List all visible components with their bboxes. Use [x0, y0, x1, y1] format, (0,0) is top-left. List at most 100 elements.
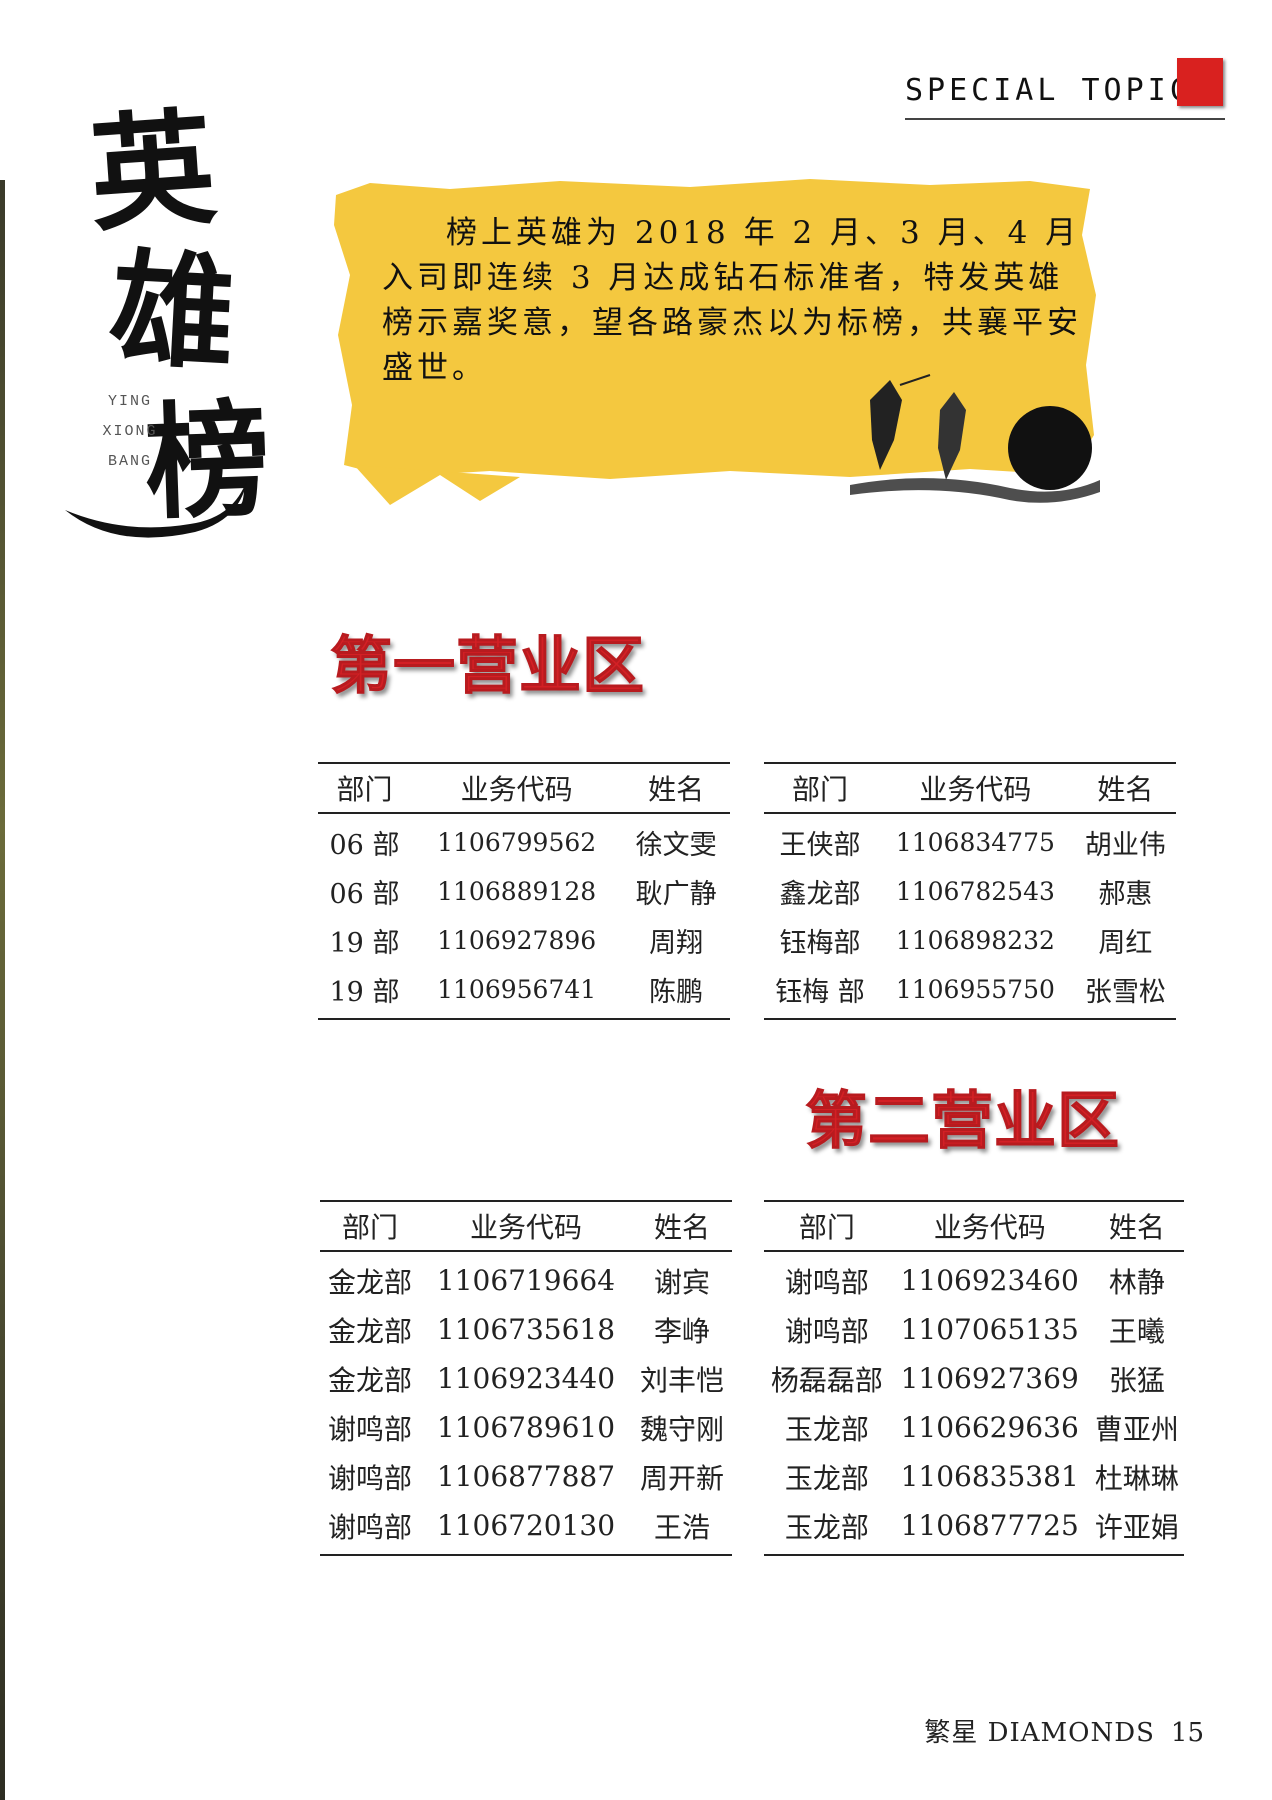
table-row: 谢鸣部 1106923460 林静 — [764, 1251, 1184, 1305]
name-cell: 周开新 — [639, 1461, 724, 1495]
name-cell: 曹亚州 — [1094, 1412, 1179, 1446]
calligraphy-title: 英 雄 榜 YING XIONG BANG — [55, 95, 295, 550]
red-square-icon — [1177, 58, 1223, 106]
code-cell: 1106955750 — [875, 965, 1075, 1020]
table-row: 19 部 1106956741 陈鹏 — [318, 965, 730, 1020]
dept-cell: 金龙部 — [327, 1265, 412, 1299]
yellow-brush-background — [334, 179, 1096, 505]
dept-cell: 王侠部 — [779, 830, 861, 861]
column-header: 业务代码 — [419, 1200, 632, 1252]
name-cell: 周红 — [1098, 928, 1153, 959]
magazine-brand: 繁星 DIAMONDS — [924, 1718, 1155, 1748]
table-header-row: 部门 业务代码 姓名 — [764, 762, 1176, 814]
page-footer: 繁星 DIAMONDS 15 — [924, 1712, 1204, 1749]
name-cell: 徐文雯 — [635, 830, 717, 861]
code-cell: 1106877887 — [436, 1460, 616, 1493]
table-row: 06 部 1106799562 徐文雯 — [318, 813, 730, 867]
dept-cell: 鑫龙部 — [779, 879, 861, 910]
intro-banner: 榜上英雄为 2018 年 2 月、3 月、4 月入司即连续 3 月达成钻石标准者… — [330, 175, 1100, 515]
zone-title: 第一营业区 — [329, 629, 646, 703]
table-row: 金龙部 1106719664 谢宾 — [320, 1251, 732, 1305]
zone2-table-left: 部门 业务代码 姓名 金龙部 1106719664 谢宾 金龙部 1106735618… — [320, 1200, 732, 1556]
column-header: 部门 — [764, 1200, 890, 1252]
code-cell: 1106923460 — [900, 1264, 1079, 1297]
column-header: 姓名 — [632, 1200, 732, 1252]
code-cell: 1106889128 — [437, 877, 597, 906]
dept-cell: 06 部 — [329, 830, 400, 861]
dept-cell: 谢鸣部 — [784, 1314, 869, 1348]
name-cell: 郝惠 — [1098, 879, 1153, 910]
table-header-row: 部门 业务代码 姓名 — [320, 1200, 732, 1252]
dept-cell: 杨磊磊部 — [770, 1363, 883, 1397]
zone1-table-left: 部门 业务代码 姓名 06 部 1106799562 徐文雯 06 部 1106889… — [318, 762, 730, 1020]
table-row: 谢鸣部 1106877887 周开新 — [320, 1452, 732, 1501]
code-cell: 1107065135 — [900, 1313, 1079, 1346]
dept-cell: 钰梅 部 — [764, 965, 876, 1020]
code-cell: 1106789610 — [436, 1411, 616, 1444]
code-cell: 1106927369 — [900, 1362, 1079, 1395]
dept-cell: 谢鸣部 — [327, 1461, 412, 1495]
table-row: 谢鸣部 1107065135 王曦 — [764, 1305, 1184, 1354]
column-header: 业务代码 — [410, 762, 623, 814]
name-cell: 耿广静 — [635, 879, 717, 910]
code-cell: 1106923440 — [436, 1362, 616, 1395]
code-cell: 1106834775 — [895, 828, 1055, 857]
name-cell: 周翔 — [649, 928, 704, 959]
dept-cell: 06 部 — [329, 879, 400, 910]
dept-cell: 玉龙部 — [764, 1501, 890, 1556]
name-cell: 王曦 — [1108, 1314, 1165, 1348]
name-cell: 刘丰恺 — [639, 1363, 724, 1397]
title-char: 雄 — [106, 235, 239, 389]
dept-cell: 谢鸣部 — [784, 1265, 869, 1299]
intro-text: 榜上英雄为 2018 年 2 月、3 月、4 月入司即连续 3 月达成钻石标准者… — [382, 215, 1082, 386]
name-cell: 胡业伟 — [1084, 830, 1166, 861]
dept-cell: 金龙部 — [327, 1314, 412, 1348]
column-header: 部门 — [764, 762, 876, 814]
code-cell: 1106927896 — [437, 926, 597, 955]
section-header: SPECIAL TOPIC — [905, 55, 1225, 121]
name-cell: 李峥 — [653, 1314, 710, 1348]
title-char: 英 — [85, 94, 220, 250]
name-cell: 魏守刚 — [639, 1412, 724, 1446]
table-row: 杨磊磊部 1106927369 张猛 — [764, 1354, 1184, 1403]
column-header: 部门 — [320, 1200, 420, 1252]
code-cell: 1106719664 — [436, 1264, 616, 1297]
pinyin-line: BANG — [107, 453, 152, 470]
table-row: 钰梅部 1106898232 周红 — [764, 916, 1176, 965]
table-row: 钰梅 部 1106955750 张雪松 — [764, 965, 1176, 1020]
table-row: 06 部 1106889128 耿广静 — [318, 867, 730, 916]
table-row: 谢鸣部 1106720130 王浩 — [320, 1501, 732, 1556]
column-header: 姓名 — [1074, 762, 1176, 814]
table-row: 19 部 1106927896 周翔 — [318, 916, 730, 965]
section-label: SPECIAL TOPIC — [905, 73, 1192, 108]
table-row: 鑫龙部 1106782543 郝惠 — [764, 867, 1176, 916]
table-row: 玉龙部 1106629636 曹亚州 — [764, 1403, 1184, 1452]
name-cell: 谢宾 — [653, 1265, 710, 1299]
column-header: 姓名 — [622, 762, 730, 814]
code-cell: 1106629636 — [900, 1411, 1079, 1444]
zone1-table-right: 部门 业务代码 姓名 王侠部 1106834775 胡业伟 鑫龙部 110678254… — [764, 762, 1176, 1020]
name-cell: 张雪松 — [1074, 965, 1176, 1020]
name-cell: 张猛 — [1108, 1363, 1165, 1397]
table-row: 金龙部 1106923440 刘丰恺 — [320, 1354, 732, 1403]
column-header: 部门 — [318, 762, 411, 814]
page-number: 15 — [1170, 1718, 1204, 1748]
column-header: 业务代码 — [875, 762, 1075, 814]
table-row: 玉龙部 1106835381 杜琳琳 — [764, 1452, 1184, 1501]
table-row: 玉龙部 1106877725 许亚娟 — [764, 1501, 1184, 1556]
dept-cell: 金龙部 — [327, 1363, 412, 1397]
dept-cell: 钰梅部 — [779, 928, 861, 959]
left-edge-strip — [0, 180, 5, 1800]
zone-title: 第二营业区 — [804, 1084, 1121, 1158]
ink-warriors-icon — [850, 374, 1100, 503]
column-header: 姓名 — [1089, 1200, 1184, 1252]
dept-cell: 19 部 — [329, 928, 400, 959]
zone2-table-right: 部门 业务代码 姓名 谢鸣部 1106923460 林静 谢鸣部 1107065135… — [764, 1200, 1184, 1556]
code-cell: 1106877725 — [889, 1501, 1090, 1556]
pinyin-line: YING — [107, 393, 152, 410]
code-cell: 1106956741 — [410, 965, 623, 1020]
pinyin-line: XIONG — [102, 423, 158, 440]
brush-swoosh-icon — [65, 480, 247, 538]
code-cell: 1106782543 — [895, 877, 1055, 906]
code-cell: 1106720130 — [419, 1501, 632, 1556]
